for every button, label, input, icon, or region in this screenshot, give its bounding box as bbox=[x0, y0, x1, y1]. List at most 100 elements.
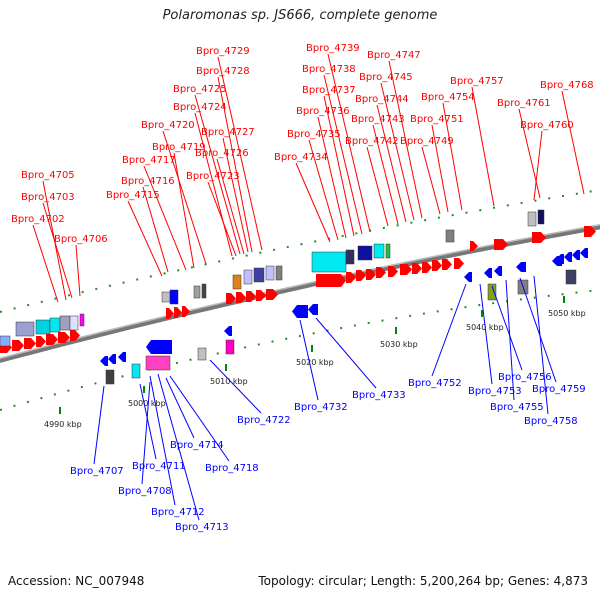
reverse-gene-arrow bbox=[146, 340, 172, 354]
genome-title: Polaromonas sp. JS666, complete genome bbox=[162, 8, 438, 23]
kbp-label: 4990 kbp bbox=[44, 420, 82, 429]
feature-box bbox=[105, 369, 115, 385]
forward-leader-line bbox=[216, 158, 245, 255]
genome-summary: Topology: circular; Length: 5,200,264 bp… bbox=[258, 574, 588, 588]
reverse-gene-label: Bpro_4711 bbox=[132, 461, 186, 472]
forward-gene-arrow bbox=[166, 308, 174, 319]
forward-leader-line bbox=[323, 74, 363, 235]
gene-features bbox=[0, 209, 596, 385]
forward-gene-label: Bpro_4720 bbox=[141, 120, 195, 131]
reverse-gene-arrow bbox=[556, 254, 564, 264]
feature-box bbox=[232, 274, 242, 290]
forward-gene-label: Bpro_4719 bbox=[152, 142, 206, 153]
reverse-dotted-track bbox=[0, 289, 600, 411]
forward-gene-arrow bbox=[454, 258, 464, 269]
reverse-gene-label: Bpro_4713 bbox=[175, 522, 229, 533]
reverse-leader-line bbox=[209, 359, 262, 414]
forward-gene-arrow bbox=[266, 289, 278, 300]
feature-box bbox=[35, 319, 51, 335]
feature-box bbox=[373, 243, 385, 259]
reverse-gene-label: Bpro_4714 bbox=[170, 440, 224, 451]
feature-box bbox=[275, 265, 283, 281]
forward-leader-line bbox=[42, 202, 73, 299]
reverse-gene-label: Bpro_4759 bbox=[532, 384, 586, 395]
forward-gene-arrow bbox=[256, 290, 266, 301]
reverse-leader-line bbox=[431, 283, 467, 377]
reverse-leader-line bbox=[169, 375, 230, 462]
forward-leader-line bbox=[142, 186, 169, 273]
forward-gene-arrow bbox=[58, 332, 70, 343]
forward-gene-arrow bbox=[422, 262, 432, 273]
forward-gene-arrow bbox=[226, 293, 236, 304]
forward-gene-label: Bpro_4744 bbox=[355, 94, 409, 105]
feature-box bbox=[0, 335, 11, 347]
forward-gene-label: Bpro_4734 bbox=[274, 152, 328, 163]
reverse-gene-arrow bbox=[224, 326, 232, 336]
reverse-leader-line bbox=[141, 381, 151, 485]
feature-box bbox=[527, 211, 537, 227]
forward-leader-line bbox=[421, 146, 441, 215]
forward-gene-label: Bpro_4727 bbox=[201, 127, 255, 138]
forward-leader-line bbox=[222, 137, 249, 253]
reverse-gene-label: Bpro_4756 bbox=[498, 372, 552, 383]
accession: Accession: NC_007948 bbox=[8, 574, 145, 588]
forward-leader-line bbox=[317, 116, 347, 239]
feature-box bbox=[243, 269, 253, 285]
forward-leader-line bbox=[162, 130, 207, 265]
reverse-leader-line bbox=[519, 277, 557, 383]
forward-gene-arrow bbox=[36, 336, 46, 347]
reverse-gene-arrow bbox=[292, 305, 308, 318]
forward-leader-line bbox=[75, 244, 81, 297]
reverse-gene-label: Bpro_4753 bbox=[468, 386, 522, 397]
forward-gene-label: Bpro_4723 bbox=[186, 171, 240, 182]
forward-leader-line bbox=[308, 139, 339, 241]
forward-gene-label: Bpro_4760 bbox=[520, 120, 574, 131]
forward-leader-line bbox=[127, 200, 163, 277]
reverse-gene-label: Bpro_4718 bbox=[205, 463, 259, 474]
forward-gene-label: Bpro_4702 bbox=[11, 214, 65, 225]
reverse-gene-label: Bpro_4722 bbox=[237, 415, 291, 426]
feature-box bbox=[69, 315, 79, 331]
forward-leader-line bbox=[194, 112, 233, 257]
feature-box bbox=[357, 245, 373, 261]
forward-leader-line bbox=[32, 224, 59, 303]
feature-box bbox=[311, 251, 347, 273]
forward-leader-line bbox=[143, 165, 187, 271]
forward-gene-label: Bpro_4725 bbox=[173, 84, 227, 95]
forward-leader-line bbox=[561, 90, 585, 195]
forward-gene-label: Bpro_4735 bbox=[287, 129, 341, 140]
reverse-leader-line bbox=[479, 283, 493, 385]
forward-gene-arrow bbox=[24, 338, 36, 349]
forward-leader-line bbox=[173, 152, 195, 269]
forward-gene-arrow bbox=[46, 334, 58, 345]
feature-box bbox=[169, 289, 179, 305]
reverse-leader-line bbox=[139, 383, 157, 460]
reverse-leader-line bbox=[491, 285, 523, 371]
feature-box bbox=[59, 315, 71, 331]
reverse-gene-arrow bbox=[464, 272, 472, 282]
forward-leader-line bbox=[217, 76, 253, 253]
forward-gene-arrow bbox=[532, 232, 546, 243]
feature-box bbox=[131, 363, 141, 379]
forward-gene-label: Bpro_4736 bbox=[296, 106, 350, 117]
forward-gene-arrow bbox=[494, 239, 508, 250]
forward-gene-arrow bbox=[388, 266, 398, 277]
reverse-gene-label: Bpro_4755 bbox=[490, 402, 544, 413]
reverse-gene-arrow bbox=[108, 354, 116, 364]
feature-box bbox=[385, 243, 391, 259]
reverse-leader-line bbox=[157, 373, 200, 521]
reverse-gene-arrow bbox=[308, 304, 318, 315]
forward-gene-arrow bbox=[70, 330, 80, 341]
forward-gene-label: Bpro_4737 bbox=[302, 85, 356, 96]
forward-leader-line bbox=[533, 130, 543, 201]
forward-leader-line bbox=[194, 94, 241, 255]
forward-gene-label: Bpro_4738 bbox=[302, 64, 356, 75]
reverse-gene-arrow bbox=[484, 268, 492, 278]
forward-gene-arrow bbox=[442, 259, 452, 270]
forward-gene-arrow bbox=[376, 267, 386, 278]
kbp-label: 5050 kbp bbox=[548, 309, 586, 318]
forward-gene-label: Bpro_4757 bbox=[450, 76, 504, 87]
kbp-label: 5020 kbp bbox=[296, 358, 334, 367]
forward-leader-line bbox=[518, 108, 541, 199]
